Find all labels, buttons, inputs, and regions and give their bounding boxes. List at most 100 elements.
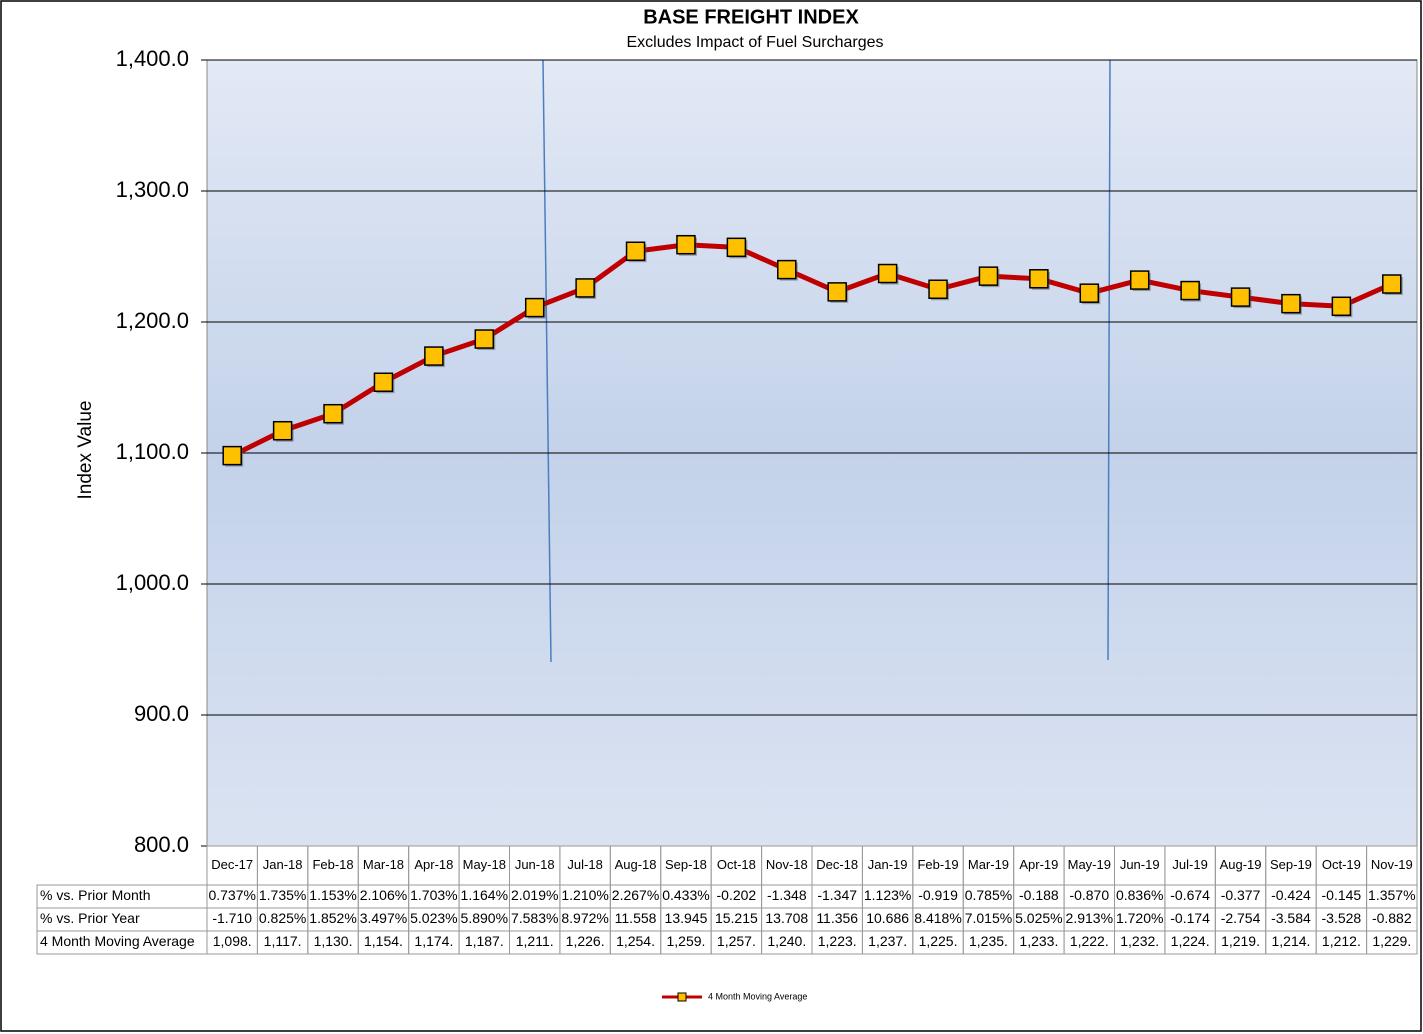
table-value: 1,117. [264,933,302,949]
table-value: 1,254. [616,933,655,949]
table-value: 5.023% [410,910,457,926]
table-value: 7.583% [511,910,558,926]
marker [726,237,747,258]
x-tick-label: Mar-19 [968,857,1009,872]
y-tick-label: 1,100.0 [116,439,189,464]
x-tick-label: Oct-19 [1322,857,1361,872]
marker [777,259,797,280]
table-value: 1,130. [314,933,353,949]
marker [1230,287,1251,307]
x-tick-label: Jan-18 [263,857,303,872]
chart-subtitle: Excludes Impact of Fuel Surcharges [626,34,883,51]
table-value: -1.348 [767,887,807,903]
table-value: 0.825% [259,910,306,926]
table-value: -1.347 [817,887,857,903]
table-value: 1,219. [1221,933,1260,949]
chart-title: BASE FREIGHT INDEX [643,6,859,28]
legend-label: 4 Month Moving Average [708,991,807,1001]
table-value: 1,154. [364,933,403,949]
marker [424,346,444,366]
x-tick-label: Aug-18 [615,857,657,872]
table-value: 1.735% [259,887,306,903]
row-label: % vs. Prior Month [40,887,150,903]
table-value: 1,214. [1271,933,1310,949]
table-value: 15.215 [715,910,758,926]
x-tick-label: Jan-19 [868,857,908,872]
row-label: 4 Month Moving Average [40,933,195,949]
table-value: -0.377 [1221,887,1261,903]
marker [1180,280,1200,301]
table-value: -0.882 [1372,910,1412,926]
table-value: 1,259. [666,933,705,949]
x-tick-label: Mar-18 [363,857,404,872]
table-value: 2.019% [511,887,558,903]
table-value: -0.424 [1271,887,1311,903]
x-tick-label: May-19 [1068,857,1111,872]
table-value: -0.870 [1069,887,1109,903]
x-tick-label: Jul-18 [567,857,602,872]
table-value: 1,226. [566,933,605,949]
marker [928,279,948,299]
marker [222,445,242,466]
divider [542,59,552,663]
table-value: 11.558 [615,910,657,926]
table-value: 1.164% [461,887,508,903]
table-value: 1,233. [1019,933,1058,949]
table-value: 0.737% [208,887,255,903]
table-value: -0.145 [1322,887,1362,903]
marker [575,278,595,298]
y-tick-label: 900.0 [134,701,189,726]
x-tick-label: Jul-19 [1172,857,1207,872]
x-tick-label: Oct-18 [717,857,756,872]
x-tick-label: Feb-19 [917,857,958,872]
row-label: % vs. Prior Year [40,910,140,926]
y-tick-label: 1,000.0 [116,570,189,595]
table-value: 1,212. [1322,933,1361,949]
marker [1029,269,1049,289]
table-value: 1,240. [767,933,806,949]
table-value: -1.710 [212,910,252,926]
legend-marker [677,992,687,1002]
x-tick-label: Feb-18 [312,857,353,872]
marker [323,403,343,424]
table-value: 8.972% [561,910,608,926]
table-value: 8.418% [914,910,961,926]
table-value: 2.106% [360,887,407,903]
table-value: 7.015% [965,910,1012,926]
marker [676,234,696,255]
x-tick-label: Aug-19 [1220,857,1262,872]
table-row [36,930,1418,955]
marker [978,266,999,286]
table-value: 1,224. [1171,933,1210,949]
table-value: 1,237. [868,933,907,949]
table-value: 1,232. [1120,933,1159,949]
table-value: 13.945 [665,910,708,926]
table-value: 1.703% [410,887,457,903]
y-tick-label: 1,300.0 [116,177,189,202]
table-value: 0.836% [1116,887,1163,903]
table-value: 2.913% [1066,910,1113,926]
table-value: -0.174 [1170,910,1210,926]
table-value: 1,257. [717,933,756,949]
table-value: 0.433% [662,887,709,903]
table-value: 0.785% [965,887,1012,903]
table-value: 1,222. [1070,933,1109,949]
marker [1382,274,1402,294]
y-tick-label: 1,400.0 [116,46,189,71]
x-tick-label: Sep-18 [665,857,707,872]
table-value: -0.919 [918,887,958,903]
table-value: -0.202 [717,887,757,903]
table-value: 5.890% [461,910,508,926]
x-tick-label: Jun-18 [515,857,555,872]
marker [877,263,898,284]
table-value: 1.720% [1116,910,1163,926]
table-value: 11.356 [816,910,858,926]
table-value: -0.188 [1019,887,1059,903]
table-value: 1,174. [414,933,453,949]
table-value: 13.708 [765,910,808,926]
table-value: 1.123% [864,887,911,903]
x-tick-label: Sep-19 [1270,857,1312,872]
x-tick-label: Apr-18 [414,857,453,872]
x-tick-label: Apr-19 [1019,857,1058,872]
x-tick-label: Dec-18 [816,857,858,872]
